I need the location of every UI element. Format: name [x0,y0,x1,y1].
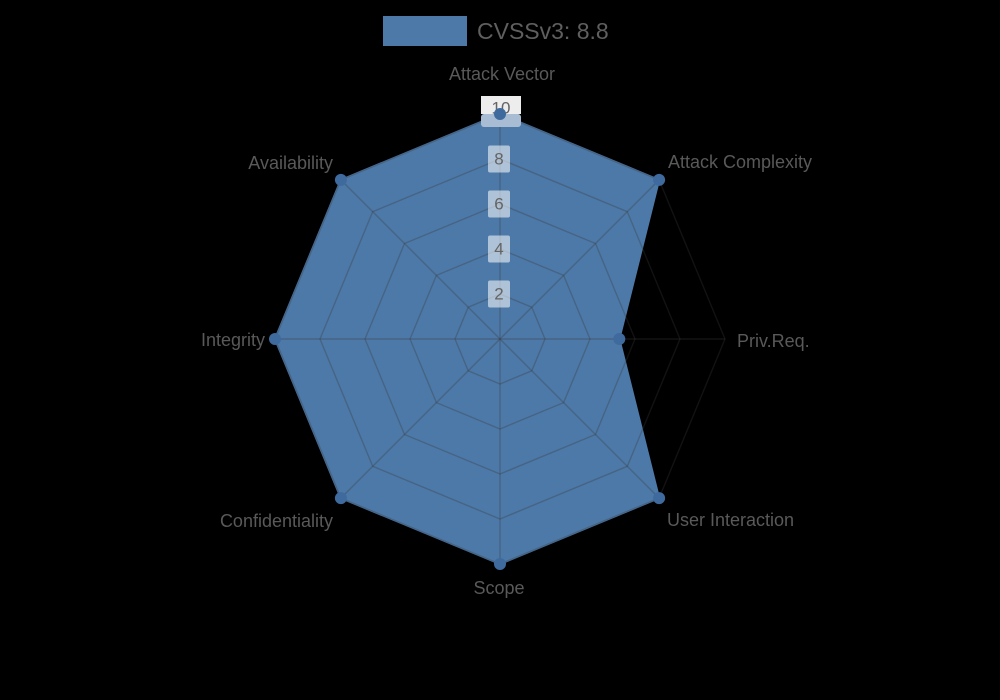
category-label-attack-complexity: Attack Complexity [668,152,812,172]
legend-swatch[interactable] [383,16,467,46]
axis-spoke [340,338,501,499]
category-label-scope: Scope [473,578,524,598]
axis-spoke [499,179,660,340]
data-point [494,108,506,120]
tick-label: 8 [494,150,503,169]
tick-backdrop [488,190,510,218]
tick-backdrop [488,235,510,263]
data-point [494,558,506,570]
data-point [334,492,347,505]
grid-ring [319,158,681,520]
grid-ring [364,203,636,475]
tick-backdrop [488,145,510,173]
data-point [269,333,281,345]
tick-label: 4 [494,240,503,259]
legend-label: CVSSv3: 8.8 [477,17,609,44]
grid-ring [454,293,546,385]
tick-backdrop [481,96,521,114]
tick-backdrop [488,280,510,308]
grid-ring [409,248,591,430]
axis-spoke [499,338,660,499]
data-point [653,492,666,505]
tick-label: 6 [494,195,503,214]
tick-label: 2 [494,285,503,304]
data-point [334,173,347,186]
category-label-availability: Availability [248,153,333,173]
axis-spoke [340,179,501,340]
category-label-user-interaction: User Interaction [667,510,794,530]
data-point [613,333,626,345]
tick-backdrop [481,114,521,127]
data-point [653,173,666,186]
category-label-integrity: Integrity [201,330,265,350]
category-label-confidentiality: Confidentiality [220,511,333,531]
category-label-priv-req: Priv.Req. [737,331,810,351]
legend[interactable]: CVSSv3: 8.8 [383,16,609,46]
category-label-attack-vector: Attack Vector [449,64,555,84]
